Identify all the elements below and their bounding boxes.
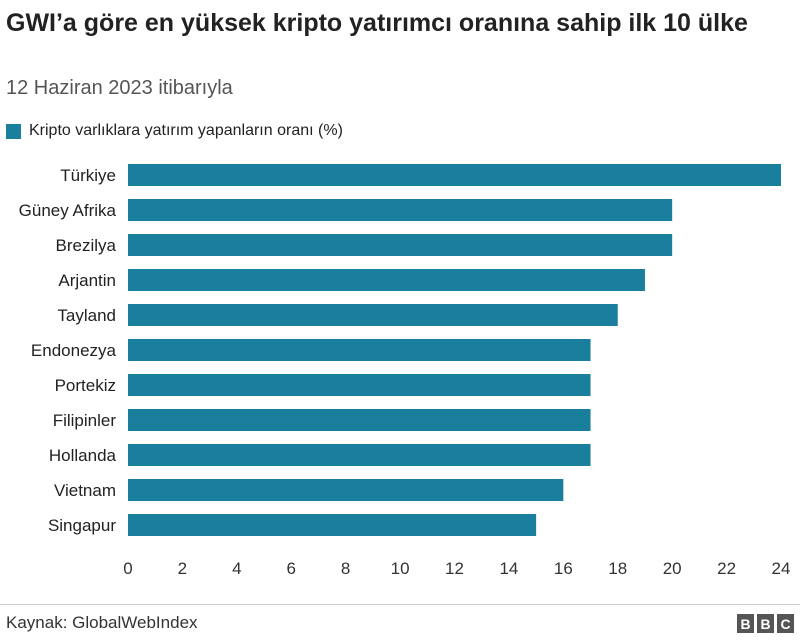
- bar: [128, 269, 645, 291]
- x-tick-label: 14: [499, 559, 518, 578]
- category-label: Vietnam: [54, 481, 116, 500]
- x-tick-label: 22: [717, 559, 736, 578]
- category-label: Hollanda: [49, 446, 117, 465]
- x-tick-label: 16: [554, 559, 573, 578]
- bar: [128, 514, 537, 536]
- bar: [128, 479, 564, 501]
- category-label: Brezilya: [56, 236, 117, 255]
- footer-divider: [0, 604, 800, 605]
- x-tick-label: 10: [391, 559, 410, 578]
- x-tick-label: 8: [341, 559, 350, 578]
- bbc-logo: B B C: [737, 614, 794, 633]
- legend: Kripto varlıklara yatırım yapanların ora…: [6, 122, 343, 140]
- bar: [128, 339, 591, 361]
- bar: [128, 374, 591, 396]
- logo-block: B: [757, 614, 774, 633]
- x-tick-label: 18: [608, 559, 627, 578]
- bar: [128, 164, 781, 186]
- x-tick-label: 0: [123, 559, 132, 578]
- chart-subtitle: 12 Haziran 2023 itibarıyla: [6, 77, 233, 99]
- x-tick-label: 24: [772, 559, 791, 578]
- category-label: Singapur: [48, 516, 116, 535]
- category-label: Türkiye: [60, 166, 116, 185]
- category-label: Güney Afrika: [19, 201, 117, 220]
- category-label: Filipinler: [53, 411, 117, 430]
- bar: [128, 234, 673, 256]
- legend-swatch: [6, 123, 21, 139]
- legend-label: Kripto varlıklara yatırım yapanların ora…: [29, 122, 343, 139]
- bar: [128, 199, 673, 221]
- category-label: Endonezya: [31, 341, 117, 360]
- bar: [128, 304, 618, 326]
- bar-chart: Türkiye Güney Afrika Brezilya Arjantin Tayla…: [19, 164, 791, 578]
- x-tick-label: 4: [232, 559, 241, 578]
- x-tick-label: 6: [287, 559, 296, 578]
- logo-block: B: [737, 614, 754, 633]
- x-tick-label: 12: [445, 559, 464, 578]
- bar: [128, 444, 591, 466]
- category-label: Arjantin: [58, 271, 116, 290]
- x-tick-label: 2: [178, 559, 187, 578]
- source-note: Kaynak: GlobalWebIndex: [6, 613, 198, 632]
- chart-title: GWI’a göre en yüksek kripto yatırımcı or…: [6, 9, 748, 37]
- logo-block: C: [777, 614, 794, 633]
- bar: [128, 409, 591, 431]
- category-label: Tayland: [57, 306, 116, 325]
- x-tick-label: 20: [663, 559, 682, 578]
- category-label: Portekiz: [55, 376, 116, 395]
